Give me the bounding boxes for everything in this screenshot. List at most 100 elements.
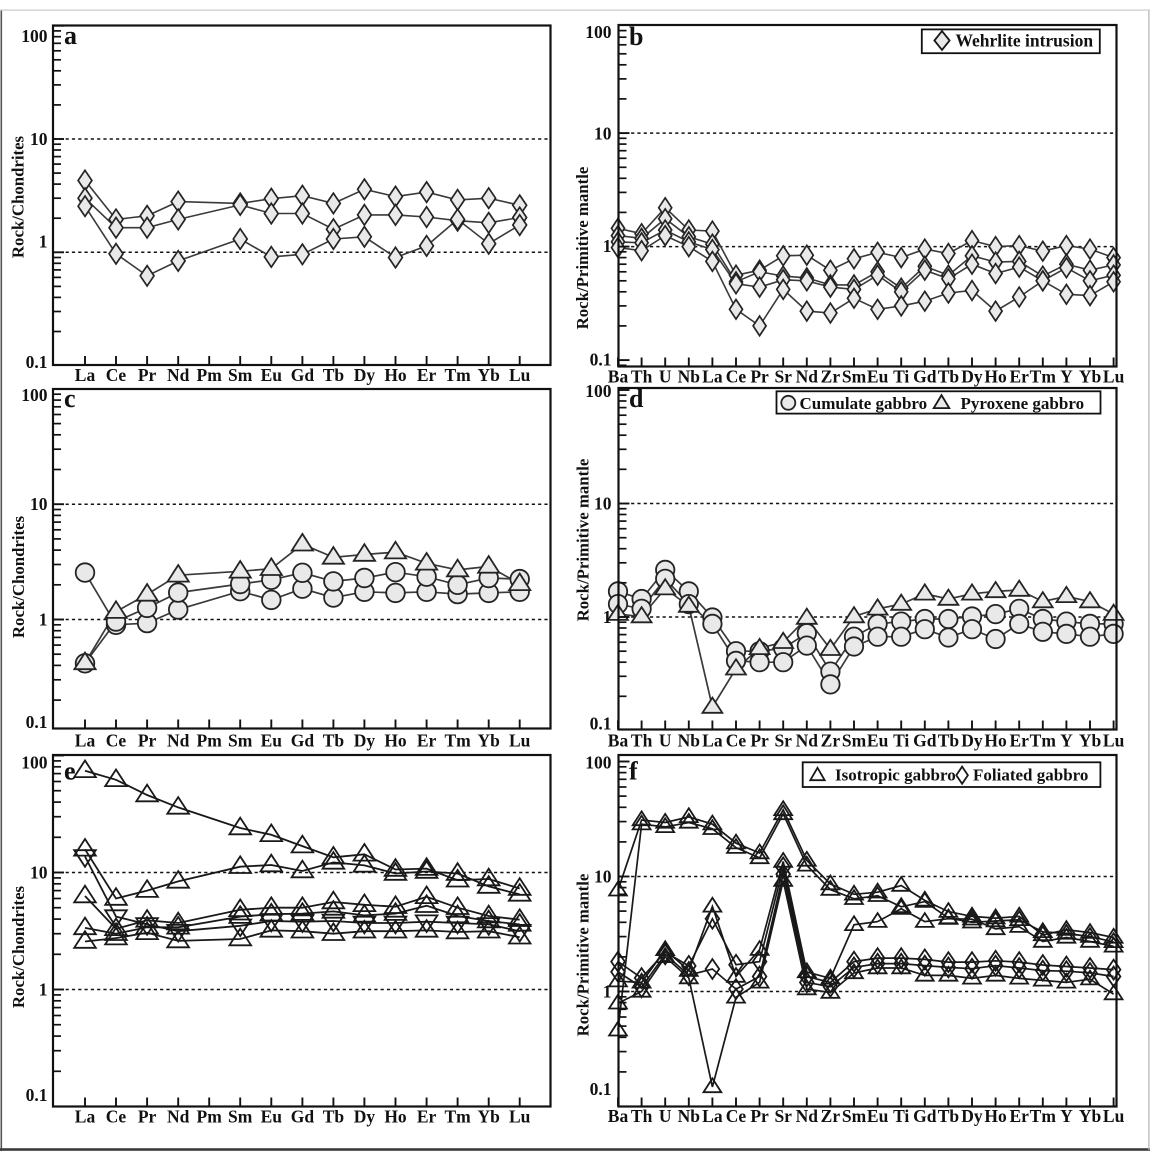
svg-text:Eu: Eu — [261, 1107, 283, 1127]
svg-text:1: 1 — [39, 980, 48, 1000]
svg-text:Lu: Lu — [1103, 1106, 1125, 1126]
svg-text:Gd: Gd — [291, 1107, 315, 1127]
svg-text:Isotropic gabbro: Isotropic gabbro — [835, 766, 956, 785]
svg-text:e: e — [64, 757, 76, 786]
svg-text:Gd: Gd — [913, 1106, 937, 1126]
svg-text:10: 10 — [594, 867, 612, 887]
svg-text:Dy: Dy — [354, 365, 376, 385]
svg-text:Y: Y — [1060, 367, 1073, 387]
svg-text:Rock/Primitive mantle: Rock/Primitive mantle — [574, 873, 593, 1036]
svg-text:Nd: Nd — [167, 365, 190, 385]
svg-text:Tb: Tb — [323, 1107, 345, 1127]
svg-text:Zr: Zr — [821, 1106, 841, 1126]
svg-text:0.1: 0.1 — [590, 714, 612, 734]
svg-text:f: f — [629, 757, 638, 786]
svg-text:Sm: Sm — [842, 1106, 867, 1126]
svg-text:U: U — [659, 367, 672, 387]
svg-text:Gd: Gd — [291, 365, 315, 385]
svg-text:Ti: Ti — [893, 1106, 909, 1126]
svg-text:Rock/Primitive mantle: Rock/Primitive mantle — [573, 166, 592, 329]
svg-text:Dy: Dy — [961, 367, 983, 387]
svg-text:10: 10 — [594, 494, 612, 514]
svg-text:1: 1 — [603, 236, 612, 256]
svg-text:a: a — [64, 21, 77, 50]
svg-text:Eu: Eu — [261, 365, 283, 385]
svg-text:Foliated gabbro: Foliated gabbro — [973, 766, 1088, 785]
svg-text:Sr: Sr — [774, 367, 792, 387]
svg-text:Tm: Tm — [1030, 1106, 1057, 1126]
svg-text:Ce: Ce — [106, 1107, 127, 1127]
svg-text:10: 10 — [594, 124, 612, 144]
svg-text:Tm: Tm — [444, 1107, 471, 1127]
svg-text:c: c — [64, 384, 76, 413]
svg-text:Ce: Ce — [106, 731, 127, 751]
svg-text:Ce: Ce — [726, 1106, 747, 1126]
svg-text:Pyroxene gabbro: Pyroxene gabbro — [961, 394, 1085, 413]
svg-text:Eu: Eu — [867, 367, 889, 387]
svg-text:Ho: Ho — [984, 731, 1007, 751]
svg-text:Wehrlite intrusion: Wehrlite intrusion — [956, 30, 1094, 50]
svg-text:Ho: Ho — [384, 1107, 407, 1127]
svg-text:Ba: Ba — [608, 367, 629, 387]
svg-text:La: La — [75, 365, 96, 385]
svg-text:Y: Y — [1060, 1106, 1073, 1126]
svg-text:Gd: Gd — [913, 731, 937, 751]
svg-text:100: 100 — [585, 22, 612, 42]
svg-text:0.1: 0.1 — [590, 349, 612, 369]
svg-text:Pm: Pm — [197, 365, 223, 385]
svg-text:Ho: Ho — [984, 1106, 1007, 1126]
svg-text:Dy: Dy — [354, 1107, 376, 1127]
svg-text:Tb: Tb — [938, 367, 960, 387]
svg-text:U: U — [659, 1106, 672, 1126]
svg-text:Nd: Nd — [167, 1107, 190, 1127]
svg-text:Er: Er — [1009, 1106, 1029, 1126]
svg-text:Y: Y — [1060, 731, 1073, 751]
svg-text:Rock/Chondrites: Rock/Chondrites — [9, 135, 28, 258]
svg-text:0.1: 0.1 — [26, 1085, 48, 1105]
svg-text:La: La — [702, 1106, 723, 1126]
svg-text:Ce: Ce — [106, 365, 127, 385]
svg-text:Yb: Yb — [478, 731, 501, 751]
svg-text:Tm: Tm — [1030, 731, 1057, 751]
svg-text:100: 100 — [21, 753, 48, 773]
svg-text:Pr: Pr — [750, 367, 769, 387]
svg-text:10: 10 — [30, 863, 48, 883]
svg-text:Th: Th — [631, 367, 653, 387]
svg-text:Nd: Nd — [796, 367, 819, 387]
svg-text:Nb: Nb — [678, 367, 701, 387]
svg-text:Nd: Nd — [796, 1106, 819, 1126]
svg-text:Lu: Lu — [509, 731, 531, 751]
svg-text:Ce: Ce — [726, 731, 747, 751]
svg-text:Ti: Ti — [893, 731, 909, 751]
svg-text:U: U — [659, 731, 672, 751]
svg-text:Dy: Dy — [961, 1106, 983, 1126]
svg-text:Pr: Pr — [750, 731, 769, 751]
svg-text:10: 10 — [30, 494, 48, 514]
svg-text:Ho: Ho — [384, 365, 407, 385]
svg-text:Tm: Tm — [1030, 367, 1057, 387]
svg-text:Yb: Yb — [478, 365, 501, 385]
svg-text:0.1: 0.1 — [26, 712, 48, 732]
svg-text:Ba: Ba — [608, 731, 629, 751]
svg-text:1: 1 — [39, 231, 48, 251]
svg-text:Gd: Gd — [291, 731, 315, 751]
svg-text:Sm: Sm — [228, 731, 253, 751]
svg-text:Lu: Lu — [1103, 367, 1125, 387]
svg-text:Cumulate gabbro: Cumulate gabbro — [800, 394, 928, 413]
svg-text:Nb: Nb — [678, 1106, 701, 1126]
svg-text:Sr: Sr — [774, 1106, 792, 1126]
svg-text:Sm: Sm — [228, 1107, 253, 1127]
svg-text:Pr: Pr — [750, 1106, 769, 1126]
svg-text:La: La — [75, 1107, 96, 1127]
svg-text:Yb: Yb — [1079, 731, 1102, 751]
svg-text:Pr: Pr — [138, 731, 157, 751]
svg-text:Nb: Nb — [678, 731, 701, 751]
svg-text:Dy: Dy — [354, 731, 376, 751]
svg-text:100: 100 — [21, 385, 48, 405]
svg-text:Lu: Lu — [509, 1107, 531, 1127]
svg-text:Nd: Nd — [167, 731, 190, 751]
svg-text:d: d — [629, 384, 644, 413]
svg-text:Yb: Yb — [1079, 1106, 1102, 1126]
svg-text:Gd: Gd — [913, 367, 937, 387]
svg-text:Rock/Primitive mantle: Rock/Primitive mantle — [574, 458, 593, 621]
